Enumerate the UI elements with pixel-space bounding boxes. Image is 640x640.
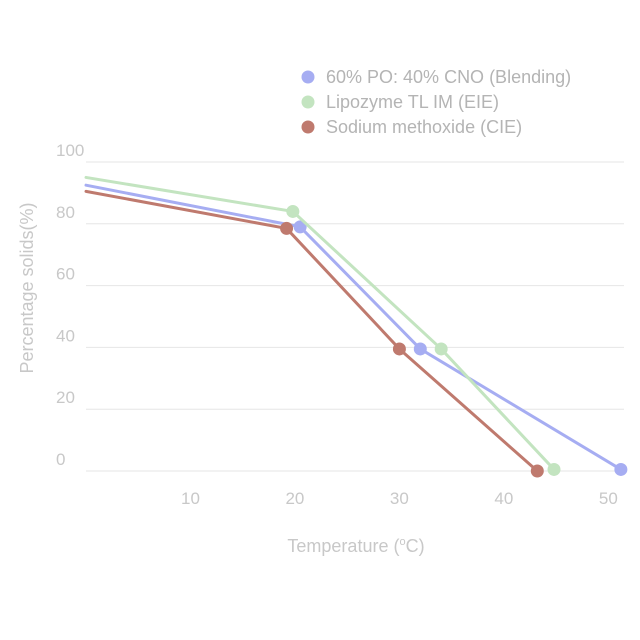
x-tick-label: 40 — [494, 489, 513, 508]
series-line — [84, 189, 539, 473]
legend-label: 60% PO: 40% CNO (Blending) — [326, 67, 571, 87]
legend-marker — [301, 95, 315, 109]
data-point[interactable] — [293, 220, 307, 234]
x-axis-ticks: 10 20 30 40 50 — [181, 489, 618, 508]
data-point[interactable] — [286, 204, 300, 218]
y-tick-label: 80 — [56, 203, 75, 222]
legend-label: Sodium methoxide (CIE) — [326, 117, 522, 137]
x-tick-label: 30 — [390, 489, 409, 508]
legend-item[interactable]: Lipozyme TL IM (EIE) — [301, 92, 500, 112]
legend-label: Lipozyme TL IM (EIE) — [326, 92, 499, 112]
data-point[interactable] — [392, 342, 406, 356]
y-tick-label: 40 — [56, 326, 75, 345]
x-axis-label-main: Temperature ( — [287, 536, 399, 556]
x-tick-label: 20 — [285, 489, 304, 508]
legend-item[interactable]: Sodium methoxide (CIE) — [301, 117, 523, 137]
legend: 60% PO: 40% CNO (Blending) Lipozyme TL IM… — [301, 67, 572, 137]
series-2 — [84, 189, 544, 478]
series-line — [84, 175, 556, 471]
y-tick-label: 0 — [56, 450, 65, 469]
series-line — [84, 183, 623, 471]
x-tick-label: 50 — [599, 489, 618, 508]
data-point[interactable] — [530, 464, 544, 478]
y-axis-label: Percentage solids(%) — [17, 202, 37, 373]
y-tick-label: 60 — [56, 265, 75, 284]
y-tick-label: 100 — [56, 141, 84, 160]
series-0 — [84, 183, 628, 476]
series-1 — [84, 175, 561, 476]
legend-marker — [301, 120, 315, 134]
x-axis-label-tail: C) — [406, 536, 425, 556]
grid-lines — [86, 161, 624, 472]
data-point[interactable] — [547, 462, 561, 476]
x-tick-label: 10 — [181, 489, 200, 508]
data-point[interactable] — [413, 342, 427, 356]
x-axis-label-superscript: o — [399, 536, 405, 548]
data-point[interactable] — [614, 462, 628, 476]
y-axis-ticks: 0 20 40 60 80 100 — [56, 141, 84, 469]
y-tick-label: 20 — [56, 388, 75, 407]
data-point[interactable] — [280, 221, 294, 235]
series-layer — [84, 175, 628, 478]
legend-marker — [301, 70, 315, 84]
data-point[interactable] — [434, 342, 448, 356]
legend-item[interactable]: 60% PO: 40% CNO (Blending) — [301, 67, 572, 87]
x-axis-label: Temperature (oC) — [287, 536, 424, 556]
